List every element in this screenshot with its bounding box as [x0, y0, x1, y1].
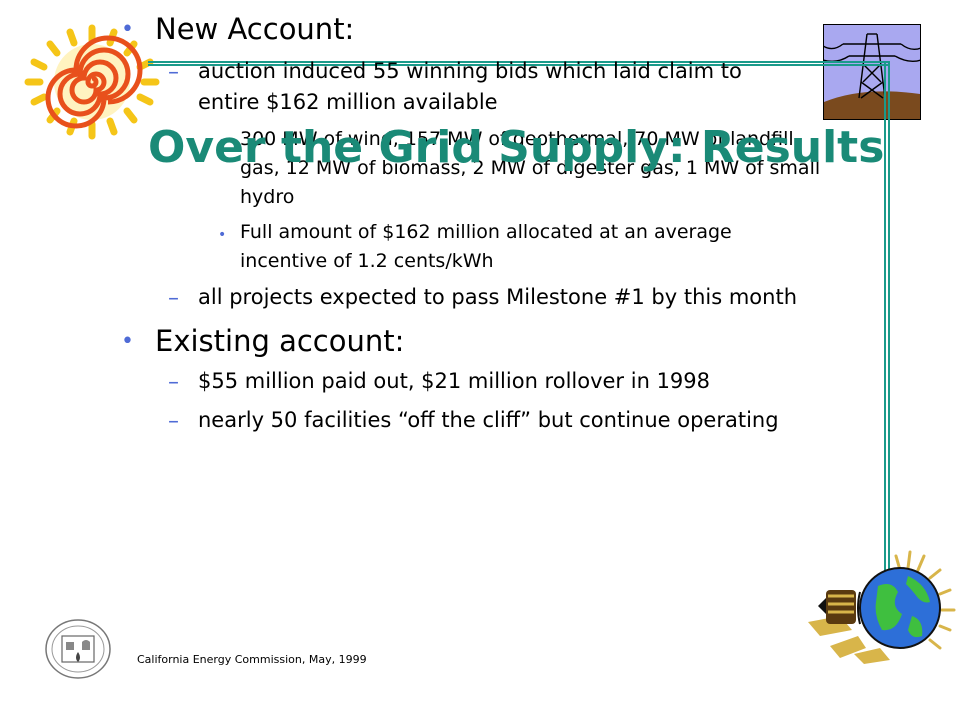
globe-lightbulb-icon — [808, 550, 956, 664]
teal-horizontal-rule — [148, 61, 890, 66]
new-account-sub1-line1: 300 MW of wind, 157 MW of geothermal, 70… — [240, 128, 794, 150]
existing-account-item2: nearly 50 facilities “off the cliff” but… — [198, 408, 779, 432]
slide-title: Over the Grid Supply: Results — [148, 122, 885, 173]
new-account-item1-line2: entire $162 million available — [198, 90, 498, 114]
bullet-dash: – — [168, 409, 179, 434]
bullet-dot: • — [121, 329, 134, 354]
existing-account-item1: $55 million paid out, $21 million rollov… — [198, 369, 711, 393]
teal-vertical-rule — [884, 61, 890, 571]
footer-text: California Energy Commission, May, 1999 — [137, 653, 367, 666]
energy-commission-seal-icon — [45, 619, 111, 679]
bullet-dash: – — [168, 286, 179, 311]
new-account-sub1-line2: gas, 12 MW of biomass, 2 MW of digester … — [240, 157, 821, 179]
existing-account-heading: Existing account: — [155, 324, 405, 358]
new-account-sub2-line1: Full amount of $162 million allocated at… — [240, 221, 732, 243]
bullet-dash: – — [168, 60, 179, 85]
new-account-item2: all projects expected to pass Milestone … — [198, 285, 798, 309]
new-account-sub2-line2: incentive of 1.2 cents/kWh — [240, 250, 494, 272]
new-account-sub1-line3: hydro — [240, 186, 295, 208]
sun-icon — [24, 24, 160, 140]
bullet-dot: • — [121, 17, 134, 42]
bullet-dot-small: • — [218, 134, 227, 150]
bullet-dash: – — [168, 370, 179, 395]
bullet-dot-small: • — [218, 227, 227, 243]
power-tower-icon — [823, 24, 921, 120]
new-account-heading: New Account: — [155, 12, 355, 46]
new-account-item1-line1: auction induced 55 winning bids which la… — [198, 59, 742, 83]
